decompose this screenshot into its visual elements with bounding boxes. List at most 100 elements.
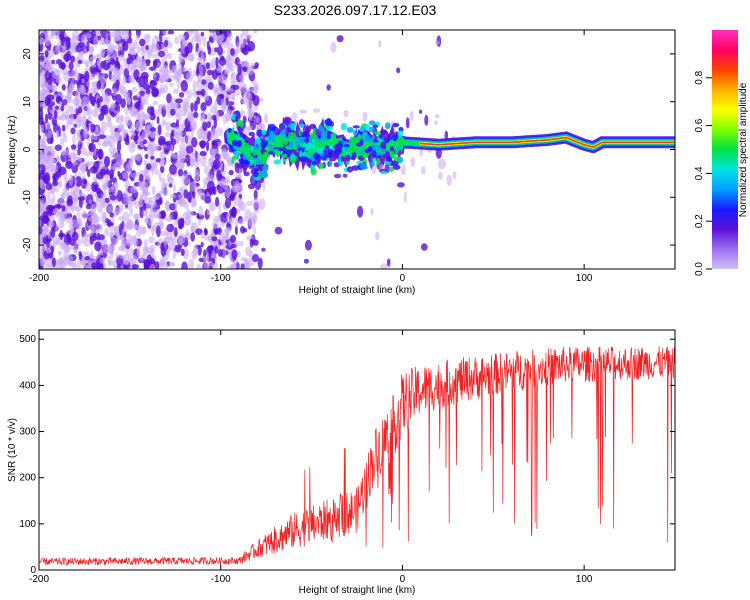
noise-blob — [88, 199, 92, 205]
noise-blob — [196, 153, 201, 162]
noise-blob — [168, 214, 173, 221]
noise-blob — [164, 131, 171, 137]
noise-blob — [80, 164, 86, 175]
signal-blob — [350, 147, 357, 153]
noise-blob — [71, 219, 77, 229]
colorbar-ticks: 0.0 0.2 0.4 0.6 0.8 — [694, 70, 712, 276]
signal-blob — [261, 129, 267, 135]
spectrogram-y-label: Frequency (Hz) — [7, 116, 18, 185]
noise-blob — [76, 205, 82, 213]
noise-blob — [72, 160, 78, 166]
noise-blob — [155, 42, 160, 54]
noise-blob — [143, 159, 147, 166]
noise-blob — [133, 69, 140, 81]
noise-blob — [342, 173, 348, 178]
noise-blob — [150, 132, 156, 139]
noise-blob — [72, 153, 78, 159]
noise-blob — [149, 79, 155, 91]
signal-blob — [252, 150, 257, 157]
snr-panel: -200 -100 0 100 0 100 200 300 400 500 Height of … — [7, 329, 676, 596]
noise-blob — [446, 174, 452, 187]
colorbar-label: Normalized spectral amplitude — [738, 82, 749, 217]
noise-blob — [178, 150, 186, 162]
noise-blob — [220, 221, 225, 228]
noise-blob — [207, 245, 214, 254]
noise-blob — [61, 99, 68, 106]
noise-blob — [200, 31, 205, 37]
signal-blob — [340, 122, 348, 131]
noise-blob — [152, 72, 157, 79]
noise-blob — [204, 236, 212, 241]
noise-blob — [122, 41, 129, 52]
noise-blob — [238, 219, 245, 225]
noise-blob — [102, 141, 109, 147]
noise-blob — [177, 233, 186, 244]
noise-blob — [225, 110, 231, 122]
noise-blob — [167, 41, 173, 49]
noise-blob — [151, 166, 155, 176]
noise-blob — [230, 48, 235, 56]
noise-blob — [39, 124, 45, 134]
signal-blob — [374, 145, 383, 151]
signal-blob — [345, 154, 351, 163]
snr-y-label: SNR (10 * v/v) — [7, 418, 18, 482]
noise-blob — [197, 244, 202, 256]
noise-blob — [81, 78, 85, 84]
noise-blob — [55, 77, 63, 84]
noise-blob — [93, 135, 98, 140]
noise-blob — [143, 113, 152, 120]
noise-blob — [247, 40, 256, 52]
noise-blob — [82, 179, 87, 185]
noise-blob — [107, 135, 116, 148]
noise-blob — [144, 154, 149, 159]
noise-blob — [108, 46, 114, 55]
noise-blob — [125, 164, 131, 174]
noise-blob — [173, 227, 178, 238]
noise-blob — [63, 71, 71, 82]
signal-blob — [245, 160, 251, 165]
noise-blob — [226, 54, 235, 61]
noise-blob — [57, 215, 66, 224]
signal-blob — [368, 126, 375, 133]
signal-blob — [239, 161, 243, 165]
noise-blob — [153, 168, 160, 175]
noise-blob — [261, 247, 266, 252]
noise-blob — [118, 216, 125, 221]
noise-blob — [151, 53, 159, 58]
noise-blob — [62, 148, 69, 156]
noise-blob — [84, 70, 90, 82]
noise-blob — [343, 110, 349, 118]
noise-blob — [226, 265, 234, 269]
signal-blob — [262, 164, 269, 172]
signal-blob — [305, 142, 312, 150]
noise-blob — [93, 67, 99, 73]
noise-blob — [39, 30, 43, 33]
noise-blob — [108, 145, 116, 155]
signal-blob — [299, 123, 305, 129]
noise-blob — [200, 192, 206, 202]
signal-blob — [234, 114, 239, 123]
noise-blob — [128, 129, 134, 135]
noise-blob — [216, 169, 222, 182]
noise-blob — [62, 133, 68, 143]
noise-blob — [138, 75, 145, 88]
noise-blob — [420, 166, 426, 175]
noise-blob — [52, 69, 60, 80]
noise-blob — [198, 40, 202, 46]
noise-blob — [129, 172, 137, 178]
noise-blob — [44, 155, 50, 163]
noise-blob — [57, 157, 61, 162]
noise-blob — [148, 66, 156, 71]
signal-blob — [260, 139, 269, 147]
noise-blob — [48, 145, 55, 157]
snr-x-ticks: -200 -100 0 100 — [29, 330, 593, 585]
noise-blob — [247, 65, 255, 75]
signal-blob — [325, 118, 333, 127]
x-tick-label: 0 — [400, 574, 406, 585]
x-tick-label: -100 — [211, 273, 231, 284]
noise-blob — [61, 84, 66, 91]
noise-blob — [87, 107, 93, 116]
signal-blob — [262, 159, 267, 166]
noise-blob — [240, 226, 246, 234]
noise-blob — [77, 133, 82, 145]
